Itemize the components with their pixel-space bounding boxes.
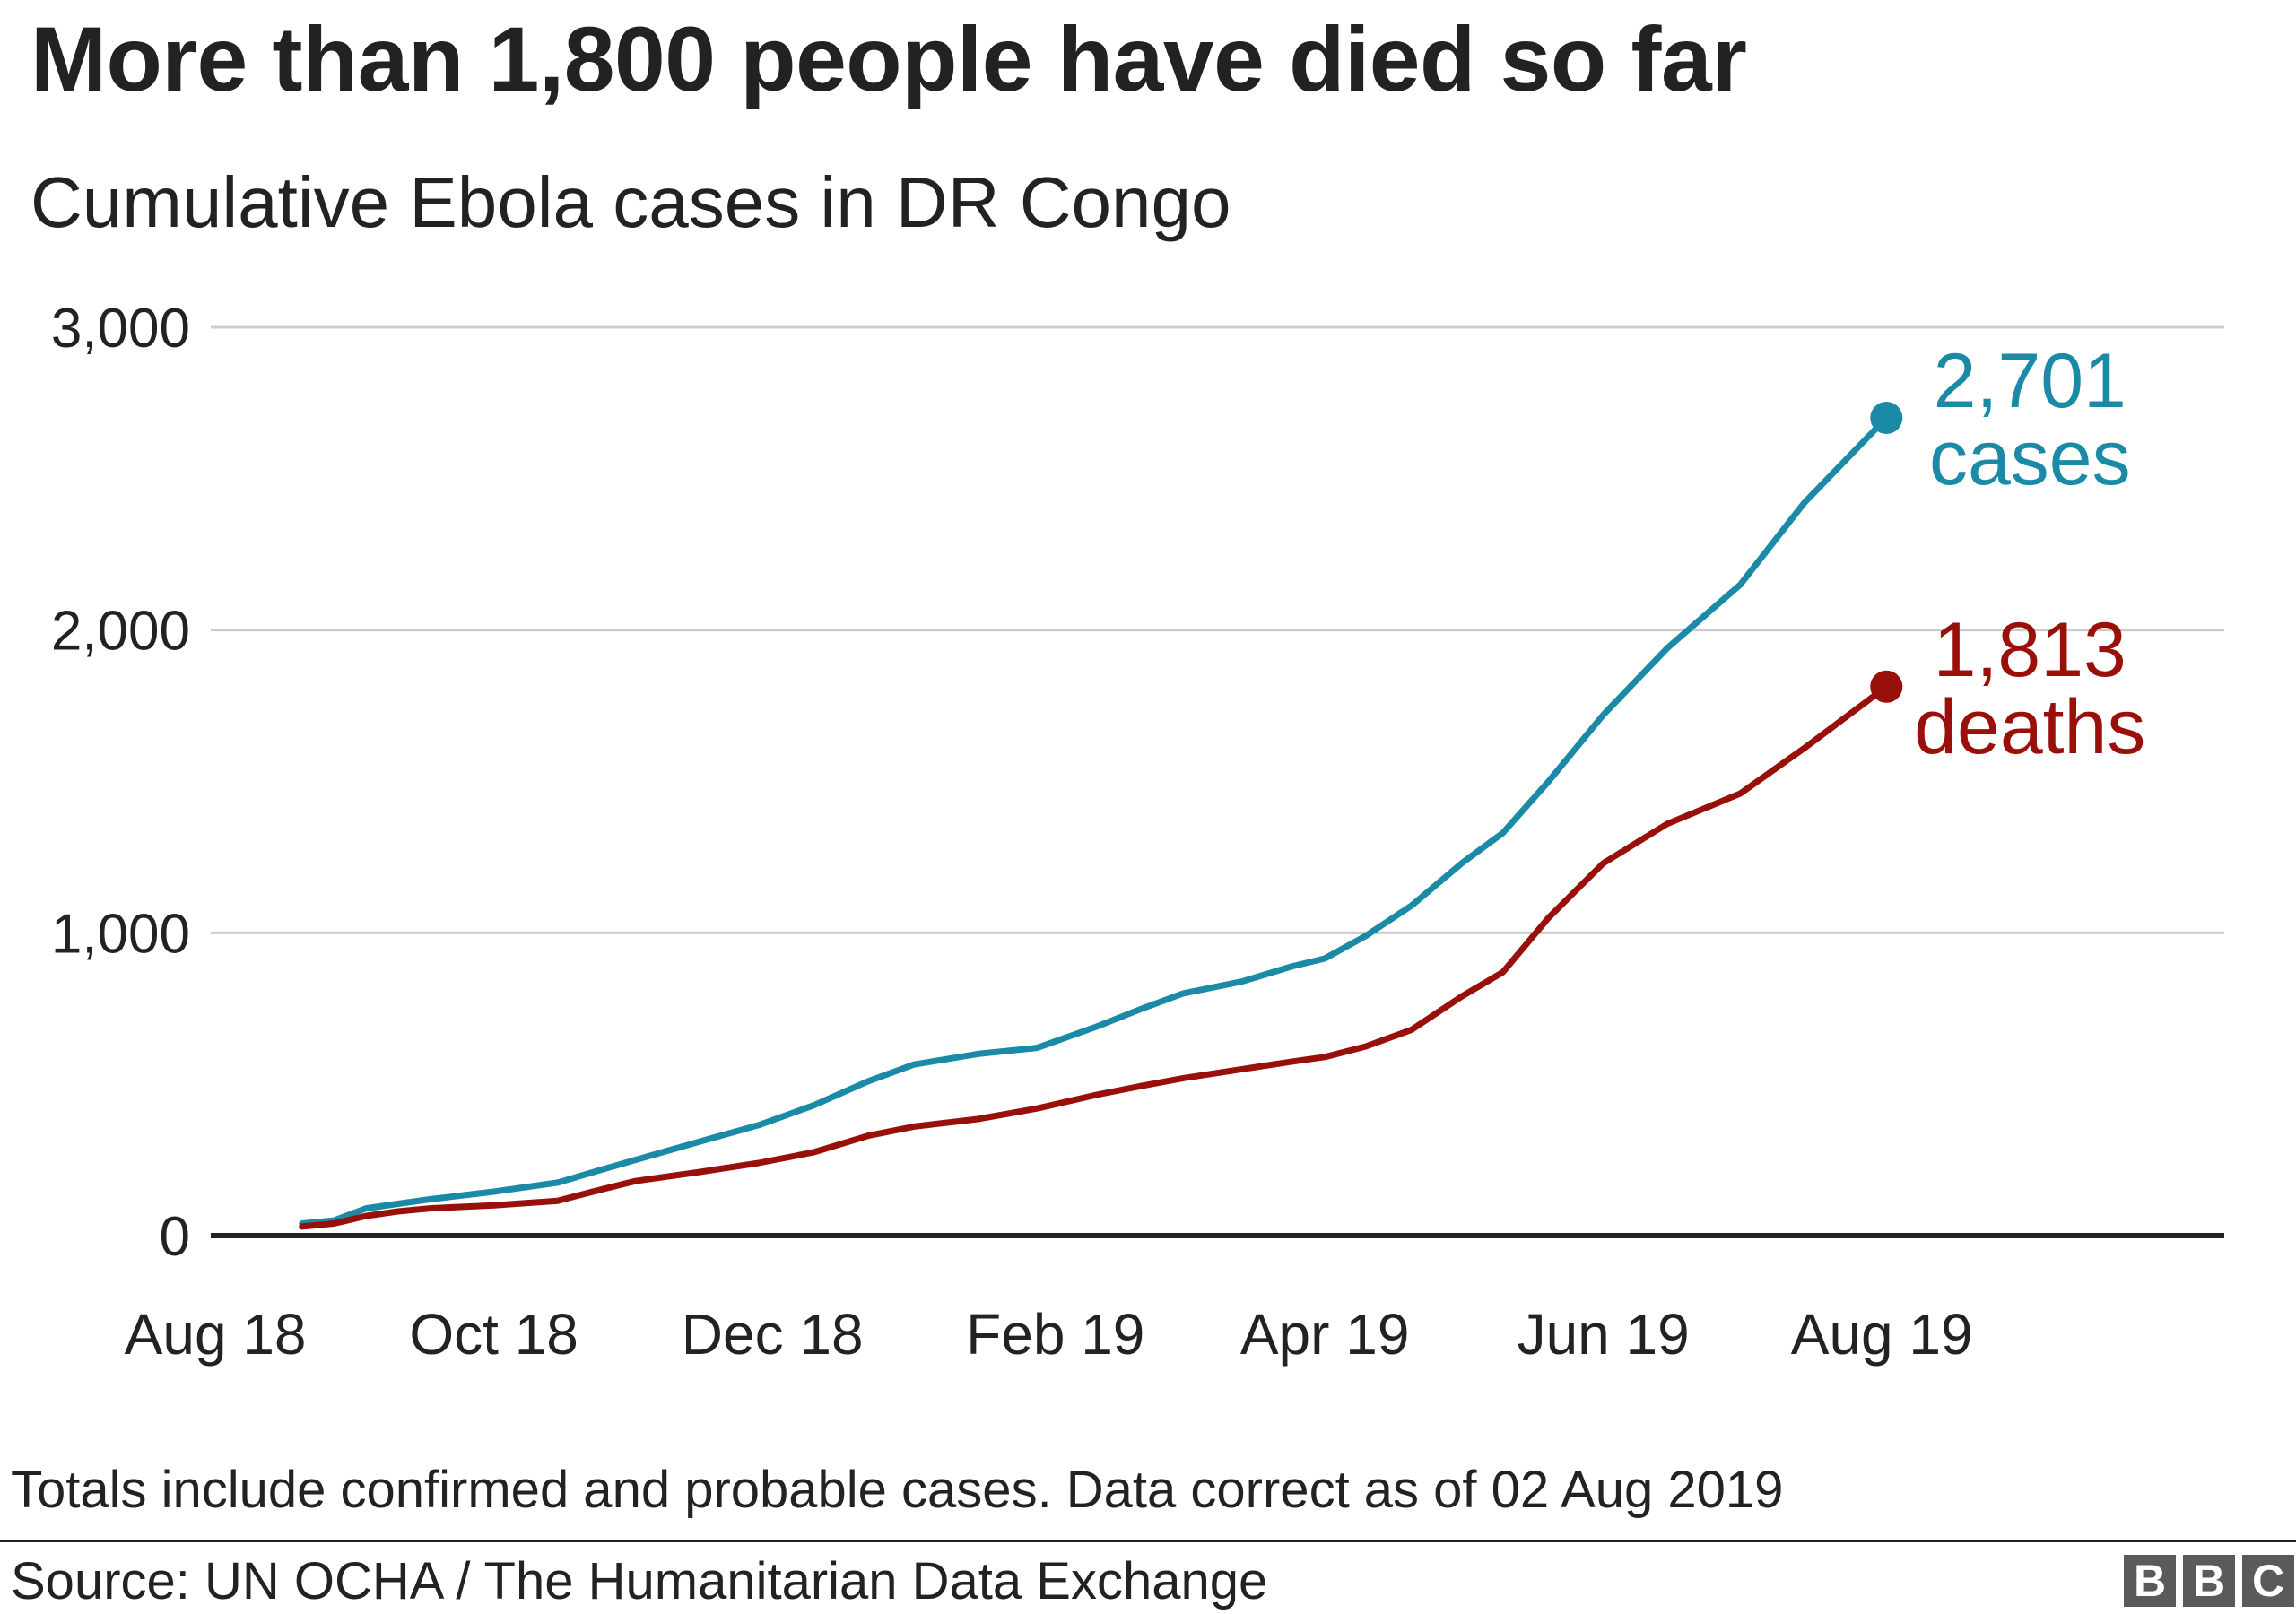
end-value-label-deaths: 1,813 [1934,607,2126,693]
bbc-logo: B B C [2124,1555,2294,1607]
footnote: Totals include confirmed and probable ca… [11,1461,1784,1519]
bbc-logo-letter: C [2242,1555,2294,1607]
line-chart: 0 1,000 2,000 3,000 Aug 18 Oct 18 Dec 18 Feb 1… [51,298,2224,1367]
end-series-label-cases: cases [1929,415,2131,501]
y-tick-label: 3,000 [51,298,190,360]
y-tick-label: 1,000 [51,903,190,965]
chart-title: More than 1,800 people have died so far [30,8,1747,110]
end-point-deaths [1870,670,1903,703]
y-tick-label: 2,000 [51,601,190,663]
series-line-deaths [299,683,1890,1230]
x-tick-label: Jun 19 [1518,1302,1690,1367]
source-credit: Source: UN OCHA / The Humanitarian Data … [11,1552,1268,1610]
end-point-cases [1870,401,1903,434]
bbc-logo-letter: B [2124,1555,2176,1607]
x-tick-label: Aug 19 [1791,1302,1973,1367]
end-value-label-cases: 2,701 [1934,338,2126,424]
bbc-logo-letter: B [2183,1555,2235,1607]
x-tick-label: Apr 19 [1240,1302,1410,1367]
x-tick-label: Oct 18 [409,1302,578,1367]
footer-divider [0,1540,2296,1542]
x-tick-label: Feb 19 [966,1302,1144,1367]
chart-subtitle: Cumulative Ebola cases in DR Congo [30,162,1231,242]
y-tick-label: 0 [160,1206,190,1268]
end-series-label-deaths: deaths [1914,684,2145,770]
x-tick-label: Dec 18 [682,1302,864,1367]
x-tick-label: Aug 18 [125,1302,307,1367]
series-line-cases [299,414,1890,1227]
